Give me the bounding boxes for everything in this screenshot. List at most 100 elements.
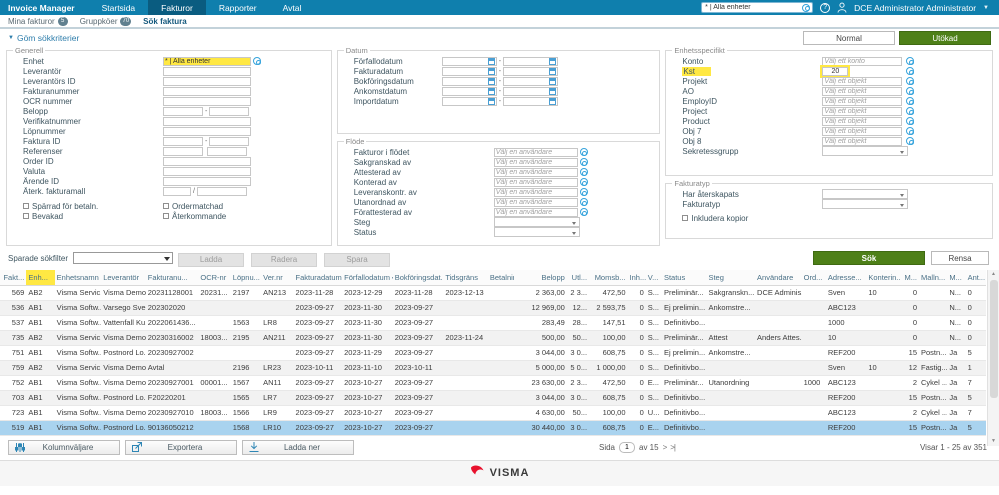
nav-item-startsida[interactable]: Startsida: [101, 2, 136, 13]
column-header-bokföringsdat-10[interactable]: Bokföringsdat...: [392, 270, 444, 286]
checkbox-återkommande[interactable]: Återkommande: [163, 211, 226, 221]
column-header-betalningsdat-12[interactable]: Betalningsdat...: [487, 270, 515, 286]
enhet-input[interactable]: [163, 56, 251, 66]
product-input[interactable]: [822, 116, 903, 126]
column-header-konterin-23[interactable]: Konterin...: [866, 270, 901, 286]
calendar-icon[interactable]: [549, 67, 557, 75]
table-row[interactable]: 751 AB1 Visma Softw... Postnord Lo... 202309…: [0, 345, 986, 361]
importdatum-to-date-input[interactable]: [503, 96, 559, 106]
unit-filter-input[interactable]: [704, 3, 801, 12]
fakturatyp-select[interactable]: [822, 199, 909, 209]
normal-button[interactable]: Normal: [803, 31, 895, 45]
leverantörs-id-input[interactable]: [163, 76, 251, 86]
calendar-icon[interactable]: [487, 57, 495, 65]
löpnummer-input[interactable]: [163, 126, 251, 136]
fakturanummer-input[interactable]: [163, 86, 251, 96]
status-select[interactable]: [493, 227, 580, 237]
lookup-icon[interactable]: [906, 117, 915, 125]
calendar-icon[interactable]: [487, 87, 495, 95]
vertical-scrollbar[interactable]: ▲ ▼: [987, 270, 999, 446]
column-header-löpnu-6[interactable]: Löpnu...: [230, 270, 262, 286]
next-page-icon[interactable]: >: [662, 442, 668, 452]
table-row[interactable]: 703 AB1 Visma Softw... Postnord Lo... F20220…: [0, 390, 986, 406]
calendar-icon[interactable]: [487, 77, 495, 85]
lookup-icon[interactable]: [906, 67, 915, 75]
calendar-icon[interactable]: [549, 77, 557, 85]
column-header-ord-21[interactable]: Ord...: [801, 270, 826, 286]
column-header-leverantör-3[interactable]: Leverantör: [101, 270, 146, 286]
search-button[interactable]: Sök: [813, 251, 925, 265]
förfallodatum-to-date-input[interactable]: [503, 56, 559, 66]
help-icon[interactable]: ?: [820, 2, 831, 13]
lookup-icon[interactable]: [579, 168, 588, 176]
chevron-down-icon[interactable]: ▼: [983, 4, 989, 11]
lookup-icon[interactable]: [906, 77, 915, 85]
clear-button[interactable]: Rensa: [931, 251, 989, 265]
hide-criteria-link[interactable]: ▼ Göm sökkriterier: [8, 33, 79, 43]
calendar-icon[interactable]: [549, 97, 557, 105]
leveranskontr-av-input[interactable]: [493, 187, 578, 197]
lookup-icon[interactable]: [906, 107, 915, 115]
checkbox-spärrad-för-betaln[interactable]: Spärrad för betaln.: [23, 201, 163, 211]
kst-input[interactable]: [822, 66, 849, 76]
column-header-malln-25[interactable]: Malln...: [919, 270, 948, 286]
lookup-icon[interactable]: [579, 158, 588, 166]
column-header-enh-1[interactable]: Enh...: [26, 270, 55, 286]
last-page-icon[interactable]: >|: [670, 442, 676, 452]
kolumnväljare-button[interactable]: Kolumnväljare: [8, 439, 120, 455]
scroll-up-icon[interactable]: ▲: [991, 271, 996, 277]
column-header-tidsgräns-11[interactable]: Tidsgräns: [443, 270, 488, 286]
verifikatnummer-input[interactable]: [163, 116, 251, 126]
ankomstdatum-to-date-input[interactable]: [503, 86, 559, 96]
subnav-item-mina-fakturor[interactable]: Mina fakturor 5: [8, 16, 68, 26]
förattesterad-av-input[interactable]: [493, 207, 578, 217]
faktura-id-to-input[interactable]: [209, 136, 250, 146]
ocr-nummer-input[interactable]: [163, 96, 251, 106]
ladda-ner-button[interactable]: Ladda ner: [242, 439, 354, 455]
projekt-input[interactable]: [822, 76, 903, 86]
förfallodatum-from-date-input[interactable]: [441, 56, 497, 66]
faktura-id-from-input[interactable]: [163, 136, 203, 146]
lookup-icon[interactable]: [579, 198, 588, 206]
column-header-status-18[interactable]: Status: [661, 270, 707, 286]
ao-input[interactable]: [822, 86, 903, 96]
column-header-fakturanu-4[interactable]: Fakturanu...: [145, 270, 199, 286]
calendar-icon[interactable]: [487, 97, 495, 105]
återk-fakturamall-input-1[interactable]: [163, 186, 191, 196]
table-row[interactable]: 519 AB1 Visma Softw... Postnord Lo... 901360…: [0, 420, 986, 436]
extended-button[interactable]: Utökad: [899, 31, 991, 45]
lookup-icon[interactable]: [906, 127, 915, 135]
checkbox-ordermatchad[interactable]: Ordermatchad: [163, 201, 226, 211]
scroll-down-icon[interactable]: ▼: [991, 438, 996, 444]
nav-item-rapporter[interactable]: Rapporter: [218, 2, 257, 13]
page-input[interactable]: [619, 441, 635, 453]
lookup-icon[interactable]: [253, 57, 261, 65]
column-header-momsb-15[interactable]: Momsb...: [589, 270, 628, 286]
checkbox-bevakad[interactable]: Bevakad: [23, 211, 163, 221]
column-header-ver-nr-7[interactable]: Ver.nr: [261, 270, 294, 286]
project-input[interactable]: [822, 106, 903, 116]
har-återskapats-select[interactable]: [822, 189, 909, 199]
obj-7-input[interactable]: [822, 126, 903, 136]
referenser-input-2[interactable]: [207, 146, 247, 156]
subnav-item-sök-faktura[interactable]: Sök faktura: [143, 17, 187, 26]
lookup-icon[interactable]: [906, 87, 915, 95]
bokföringsdatum-from-date-input[interactable]: [441, 76, 497, 86]
calendar-icon[interactable]: [549, 57, 557, 65]
obj-8-input[interactable]: [822, 136, 903, 146]
nav-item-avtal[interactable]: Avtal: [282, 2, 302, 13]
lookup-icon[interactable]: [579, 148, 588, 156]
calendar-icon[interactable]: [487, 67, 495, 75]
column-header-m-24[interactable]: M...: [900, 270, 919, 286]
saved-filter-select[interactable]: [73, 252, 174, 264]
user-menu[interactable]: DCE Administrator Administrator: [854, 2, 977, 13]
sakgranskad-av-input[interactable]: [493, 157, 578, 167]
attesterad-av-input[interactable]: [493, 167, 578, 177]
column-header-förfallodatum-9[interactable]: Förfallodatum▼: [342, 270, 393, 286]
belopp-to-input[interactable]: [209, 106, 250, 116]
column-header-adresse-22[interactable]: Adresse...: [825, 270, 867, 286]
